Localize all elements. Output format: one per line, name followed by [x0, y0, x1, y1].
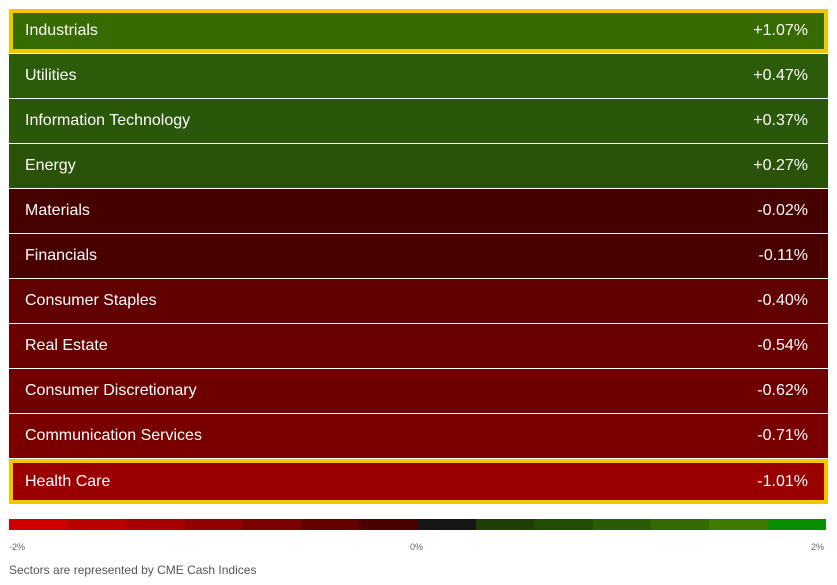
- scale-max-label: 2%: [811, 542, 825, 552]
- sector-name: Energy: [25, 157, 76, 174]
- sector-change: +0.47%: [753, 67, 808, 84]
- footnote: Sectors are represented by CME Cash Indi…: [9, 563, 257, 577]
- sector-row[interactable]: Communication Services -0.71%: [9, 414, 828, 459]
- sector-change: -1.01%: [757, 472, 808, 490]
- sector-row[interactable]: Consumer Staples -0.40%: [9, 279, 828, 324]
- sector-row[interactable]: Health Care -1.01%: [9, 459, 828, 504]
- scale-segment: [9, 519, 68, 530]
- sector-name: Industrials: [25, 22, 98, 39]
- sector-name: Information Technology: [25, 112, 191, 129]
- sector-row[interactable]: Utilities +0.47%: [9, 54, 828, 99]
- sector-change: +0.27%: [753, 157, 808, 174]
- sector-name: Utilities: [25, 67, 77, 84]
- sector-change: -0.62%: [757, 382, 808, 399]
- sector-row[interactable]: Real Estate -0.54%: [9, 324, 828, 369]
- scale-segment: [417, 519, 476, 530]
- sector-name: Consumer Discretionary: [25, 382, 197, 399]
- sector-row[interactable]: Energy +0.27%: [9, 144, 828, 189]
- sector-name: Real Estate: [25, 337, 108, 354]
- sector-name: Health Care: [25, 472, 111, 490]
- scale-segment: [359, 519, 418, 530]
- scale-segment: [534, 519, 593, 530]
- scale-segment: [67, 519, 126, 530]
- scale-segment: [184, 519, 243, 530]
- sector-change: -0.02%: [757, 202, 808, 219]
- scale-segment: [125, 519, 185, 530]
- scale-min-label: -2%: [9, 542, 26, 552]
- sector-change: -0.71%: [757, 427, 808, 444]
- sector-change: -0.40%: [757, 292, 808, 309]
- sector-change: -0.11%: [758, 247, 808, 264]
- scale-segment: [475, 519, 535, 530]
- sector-change: +1.07%: [753, 22, 808, 39]
- sector-name: Financials: [25, 247, 98, 264]
- scale-segment: [300, 519, 360, 530]
- sector-name: Materials: [25, 202, 90, 219]
- scale-segment: [767, 519, 827, 530]
- sector-row[interactable]: Materials -0.02%: [9, 189, 828, 234]
- sector-row[interactable]: Information Technology +0.37%: [9, 99, 828, 144]
- sector-list: Industrials +1.07% Utilities +0.47% Informat…: [9, 9, 828, 504]
- sector-row[interactable]: Consumer Discretionary -0.62%: [9, 369, 828, 414]
- scale-segment: [650, 519, 710, 530]
- sector-name: Consumer Staples: [25, 292, 157, 309]
- sector-row[interactable]: Financials -0.11%: [9, 234, 828, 279]
- sector-row[interactable]: Industrials +1.07%: [9, 9, 828, 54]
- sector-change: +0.37%: [753, 112, 808, 129]
- scale-mid-label: 0%: [410, 542, 424, 552]
- scale-segment: [709, 519, 768, 530]
- sector-name: Communication Services: [25, 427, 202, 444]
- sector-change: -0.54%: [757, 337, 808, 354]
- color-scale-bar: [9, 519, 827, 530]
- scale-segment: [242, 519, 301, 530]
- scale-segment: [592, 519, 651, 530]
